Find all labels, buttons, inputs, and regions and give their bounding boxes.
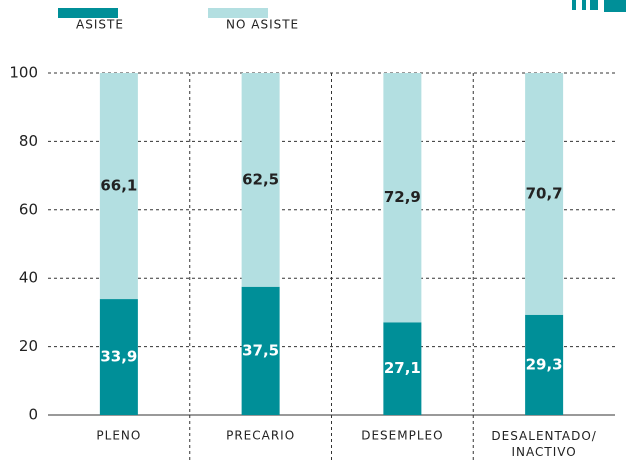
bar-segment	[383, 73, 422, 323]
x-tick-label: PLENO	[96, 429, 141, 443]
x-tick-label: DESALENTADO/INACTIVO	[491, 429, 596, 459]
icon	[604, 0, 626, 12]
icons	[572, 0, 626, 12]
bar-segment	[99, 73, 138, 300]
y-tick-label: 20	[19, 337, 38, 355]
legend-swatch	[208, 8, 268, 18]
bar-segment	[383, 322, 422, 415]
y-tick-label: 40	[19, 269, 38, 287]
value-label: 62,5	[242, 170, 279, 188]
bar-segment	[525, 314, 564, 415]
value-label: 72,9	[384, 188, 421, 206]
value-label: 27,1	[384, 359, 421, 377]
legend-swatch	[58, 8, 118, 18]
value-label: 29,3	[526, 355, 563, 373]
value-label: 66,1	[100, 177, 137, 195]
icon	[582, 0, 586, 10]
x-tick-label: PRECARIO	[226, 429, 295, 443]
y-tick-label: 60	[19, 200, 38, 218]
bar-segment	[241, 286, 280, 415]
legend-label: NO ASISTE	[226, 18, 299, 32]
y-tick-label: 0	[28, 406, 38, 424]
value-label: 37,5	[242, 341, 279, 359]
x-tick-label: DESEMPLEO	[361, 429, 443, 443]
y-tick-label: 80	[19, 132, 38, 150]
value-label: 70,7	[526, 184, 563, 202]
bar-segment	[525, 73, 564, 315]
y-tick-label: 100	[9, 64, 38, 82]
icon	[572, 0, 576, 10]
legend-label: ASISTE	[76, 18, 124, 32]
bar-segment	[241, 73, 280, 287]
icon	[590, 0, 598, 10]
value-label: 33,9	[100, 348, 137, 366]
bar-segment	[99, 299, 138, 415]
